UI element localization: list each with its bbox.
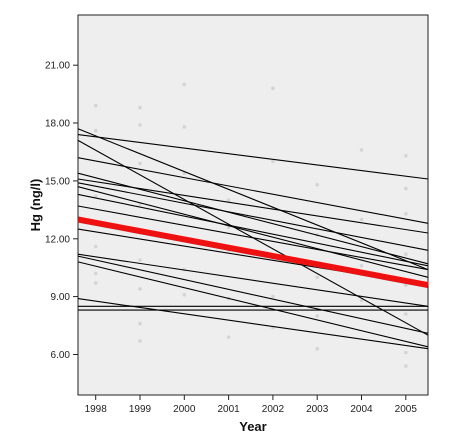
data-point-2 xyxy=(93,194,98,199)
data-point-7 xyxy=(138,105,142,110)
data-point-6 xyxy=(93,281,98,285)
data-point-41 xyxy=(359,298,364,303)
data-point-27 xyxy=(271,86,275,91)
series-line-8 xyxy=(77,186,429,278)
x-tick-label-2001: 2001 xyxy=(217,404,240,415)
data-point-21 xyxy=(182,292,187,297)
data-point-43 xyxy=(404,186,408,191)
series-lines xyxy=(77,128,429,350)
y-tick-label-3: 15.00 xyxy=(45,176,70,187)
data-point-38 xyxy=(359,148,364,152)
data-point-9 xyxy=(138,161,142,166)
series-line-10 xyxy=(77,205,429,271)
overall-fit-line xyxy=(77,216,429,289)
series-line-4 xyxy=(77,157,429,224)
x-tick-label-2003: 2003 xyxy=(306,404,329,415)
data-point-31 xyxy=(271,294,275,299)
data-point-4 xyxy=(93,244,98,249)
data-point-48 xyxy=(404,350,408,355)
data-point-22 xyxy=(226,198,231,202)
fit-line-layer xyxy=(77,216,429,289)
series-line-1 xyxy=(77,134,429,180)
series-line-12 xyxy=(77,253,429,307)
y-tick-label-5: 21.00 xyxy=(45,61,70,72)
data-point-0 xyxy=(93,103,98,108)
data-point-49 xyxy=(404,364,408,368)
data-point-37 xyxy=(315,346,320,351)
data-point-15 xyxy=(138,339,142,343)
series-line-6 xyxy=(77,178,429,234)
x-tick-label-2002: 2002 xyxy=(262,404,285,415)
y-tick-label-4: 18.00 xyxy=(45,119,70,130)
data-point-40 xyxy=(359,264,364,268)
data-point-36 xyxy=(315,314,320,318)
y-tick-label-0: 6.00 xyxy=(51,350,71,361)
series-line-9 xyxy=(77,193,429,267)
data-point-45 xyxy=(404,252,408,256)
series-line-13 xyxy=(77,255,429,334)
y-axis-title: Hg (ng/l) xyxy=(28,179,43,232)
data-point-12 xyxy=(138,258,142,262)
data-point-44 xyxy=(404,211,408,216)
data-point-1 xyxy=(93,128,98,133)
series-line-7 xyxy=(77,182,429,251)
axes: 1998 1999 2000 2001 2002 2003 2004 2005 6.00 9.00… xyxy=(45,61,417,415)
data-point-13 xyxy=(138,287,142,291)
data-point-39 xyxy=(359,217,364,222)
x-tick-label-2004: 2004 xyxy=(350,404,373,415)
data-point-8 xyxy=(138,123,142,127)
plot-area xyxy=(77,14,429,396)
data-point-47 xyxy=(404,312,408,316)
data-point-14 xyxy=(138,321,142,326)
data-point-42 xyxy=(404,154,408,158)
x-tick-label-1999: 1999 xyxy=(129,404,152,415)
x-axis-title: Year xyxy=(239,419,266,434)
data-point-28 xyxy=(271,159,275,164)
x-tick-label-2005: 2005 xyxy=(395,404,418,415)
data-point-35 xyxy=(315,275,320,280)
y-tick-label-2: 12.00 xyxy=(45,234,70,245)
y-tick-label-1: 9.00 xyxy=(51,292,71,303)
series-line-14 xyxy=(77,261,429,348)
data-point-17 xyxy=(182,125,187,129)
data-point-26 xyxy=(226,335,231,339)
x-tick-label-1998: 1998 xyxy=(85,404,108,415)
series-line-2 xyxy=(77,128,429,271)
data-point-16 xyxy=(182,82,187,87)
data-point-33 xyxy=(315,182,320,187)
data-point-5 xyxy=(93,271,98,276)
series-line-15 xyxy=(77,298,429,350)
data-point-46 xyxy=(404,283,408,287)
x-tick-label-2000: 2000 xyxy=(173,404,196,415)
